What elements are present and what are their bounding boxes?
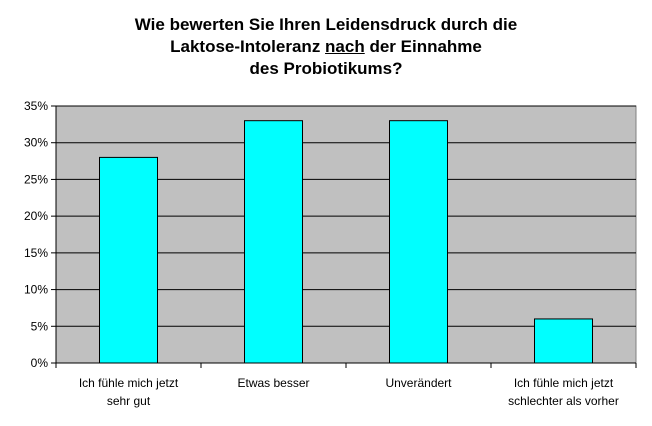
x-category-label: sehr gut — [107, 394, 151, 408]
x-category-label: Unverändert — [385, 376, 452, 390]
bar — [534, 318, 593, 364]
y-tick-label: 20% — [24, 209, 48, 223]
title-line-2: Laktose-Intoleranz nach der Einnahme — [0, 36, 652, 58]
y-tick-label: 15% — [24, 246, 48, 260]
title-line-3: des Probiotikums? — [249, 59, 403, 78]
title-line-2-pre: Laktose-Intoleranz — [170, 37, 326, 56]
x-category-label: schlechter als vorher — [508, 394, 619, 408]
bars — [99, 120, 593, 364]
title-line-1: Wie bewerten Sie Ihren Leidensdruck durc… — [134, 15, 518, 34]
y-tick-label: 0% — [31, 356, 49, 370]
title-emphasis: nach — [325, 37, 365, 56]
bar — [244, 120, 303, 364]
y-tick-label: 30% — [24, 136, 48, 150]
title-line-2-post: der Einnahme — [364, 37, 482, 56]
y-tick-label: 5% — [31, 319, 49, 333]
y-tick-label: 35% — [24, 99, 48, 113]
x-category-label: Etwas besser — [237, 376, 309, 390]
x-category-label: Ich fühle mich jetzt — [514, 376, 614, 390]
y-tick-label: 25% — [24, 172, 48, 186]
y-tick-label: 10% — [24, 283, 48, 297]
chart-title: Wie bewerten Sie Ihren Leidensdruck durc… — [0, 14, 652, 80]
x-axis-categories: Ich fühle mich jetzt sehr gut Etwas besser… — [55, 363, 637, 408]
bar — [99, 156, 158, 364]
x-category-label: Ich fühle mich jetzt — [79, 376, 179, 390]
y-axis-ticks: 0% 5% 10% 15% 20% 25% 30% 35% — [24, 99, 56, 370]
bar — [389, 120, 448, 364]
